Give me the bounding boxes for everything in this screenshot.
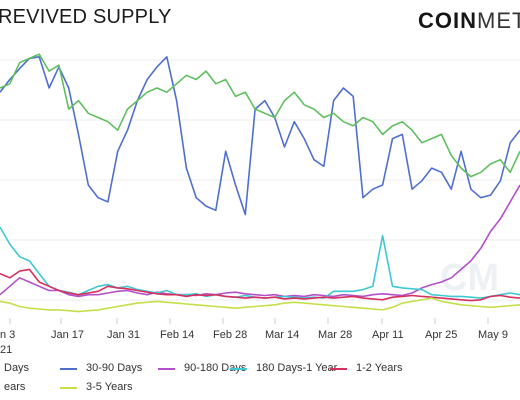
legend-swatch: [158, 368, 175, 370]
x-tick-label: n 3: [0, 329, 15, 341]
logo-thin-text: METR: [477, 8, 520, 33]
x-tick-label: Jan 31: [107, 329, 140, 341]
chart-title: REVIVED SUPPLY: [0, 6, 172, 28]
legend-swatch: [60, 368, 77, 370]
legend-swatch: [60, 387, 77, 389]
legend-label: 30-90 Days: [86, 362, 143, 374]
x-tick-label: Apr 25: [425, 329, 457, 341]
legend-label: Days: [4, 362, 30, 374]
legend-label: 90-180 Days: [184, 362, 247, 374]
legend-label: ears: [4, 381, 26, 393]
x-tick-label: May 9: [478, 329, 508, 341]
series-line-1-2-years: [0, 268, 520, 302]
logo-bold-text: COIN: [418, 8, 477, 33]
legend-swatch: [330, 368, 347, 370]
series-line-3-5-years: [0, 297, 520, 313]
x-tick-label: Feb 14: [160, 329, 194, 341]
coinmetrics-logo: COINMETR: [418, 8, 520, 34]
legend-label: 180 Days-1 Year: [256, 362, 338, 374]
series-line-90-180-days: [0, 184, 520, 298]
x-tick-label: Mar 28: [318, 329, 352, 341]
series-line-green: [0, 53, 520, 178]
legend-label: 1-2 Years: [356, 362, 403, 374]
x-tick-label: Jan 17: [51, 329, 84, 341]
x-tick-label: Mar 14: [265, 329, 299, 341]
x-tick-label: Feb 28: [213, 329, 247, 341]
legend-label: 3-5 Years: [86, 381, 133, 393]
line-chart: CMn 3 Jan 17 Jan 31 Feb 14 Feb 28 Mar 14 Mar 2…: [0, 53, 520, 341]
x-tick-label: Apr 11: [372, 329, 404, 341]
x-axis-year-label: 21: [0, 344, 13, 356]
chart-legend: Days 30-90 Days 90-180 Days 180 Days-1 Y…: [0, 354, 520, 400]
legend-swatch: [230, 368, 247, 370]
series-line-30-90-days: [0, 56, 520, 216]
